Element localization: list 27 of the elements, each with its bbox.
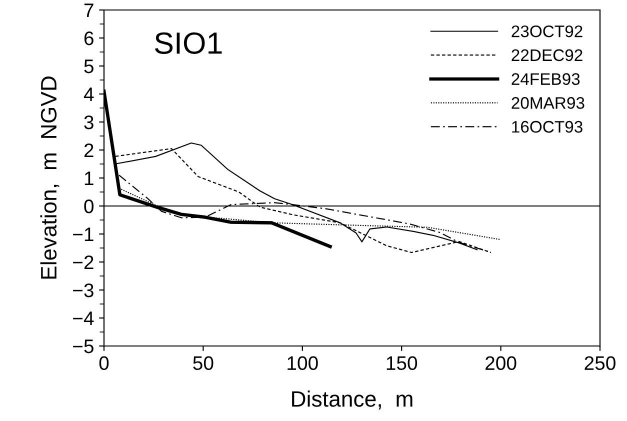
y-tick-label: −4 (73, 312, 94, 326)
y-tick-label: 4 (84, 88, 94, 102)
x-tick-label: 250 (584, 356, 616, 370)
y-tick-label: −3 (73, 283, 94, 298)
x-tick-label: 150 (386, 356, 418, 370)
legend-label: 22DEC92 (512, 49, 582, 62)
x-tick-label: 50 (193, 356, 214, 370)
y-tick-label: −5 (73, 340, 94, 354)
y-tick-label: −1 (73, 228, 94, 242)
x-axis-title: Distance, m (292, 390, 412, 410)
y-tick-label: 0 (84, 199, 94, 214)
y-tick-label: 6 (84, 31, 94, 46)
y-tick-label: 7 (84, 4, 94, 18)
y-tick-label: −2 (73, 255, 94, 270)
x-tick-label: 200 (486, 356, 516, 370)
y-axis-title: Elevation, m NGVD (40, 76, 60, 279)
y-tick-label: 1 (84, 172, 94, 186)
y-tick-label: 2 (84, 143, 94, 158)
y-tick-label: 3 (84, 115, 94, 130)
legend-label: 24FEB93 (512, 73, 580, 85)
legend-label: 23OCT92 (512, 25, 582, 38)
legend-label: 16OCT93 (512, 120, 582, 133)
x-tick-label: 100 (288, 356, 318, 370)
text: SIO1 (154, 32, 222, 54)
legend-label: 20MAR93 (512, 97, 584, 109)
x-tick-label: 0 (99, 356, 109, 370)
y-tick-label: 5 (84, 60, 94, 74)
